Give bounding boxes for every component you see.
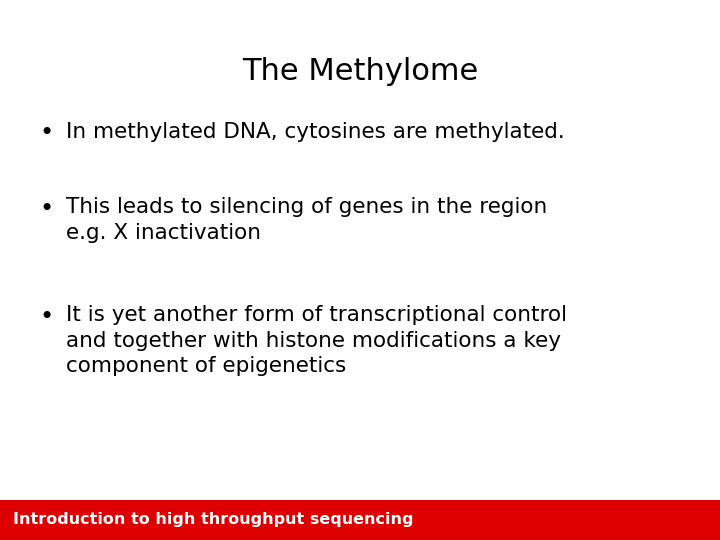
- Bar: [0, 500, 720, 540]
- Text: •: •: [40, 305, 54, 329]
- Text: In methylated DNA, cytosines are methylated.: In methylated DNA, cytosines are methyla…: [66, 122, 565, 141]
- Text: •: •: [40, 197, 54, 221]
- Text: The Methylome: The Methylome: [242, 57, 478, 86]
- Text: It is yet another form of transcriptional control
and together with histone modi: It is yet another form of transcriptiona…: [66, 305, 567, 376]
- Text: This leads to silencing of genes in the region
e.g. X inactivation: This leads to silencing of genes in the …: [66, 197, 547, 242]
- Text: •: •: [40, 122, 54, 145]
- Text: Introduction to high throughput sequencing: Introduction to high throughput sequenci…: [13, 512, 413, 527]
